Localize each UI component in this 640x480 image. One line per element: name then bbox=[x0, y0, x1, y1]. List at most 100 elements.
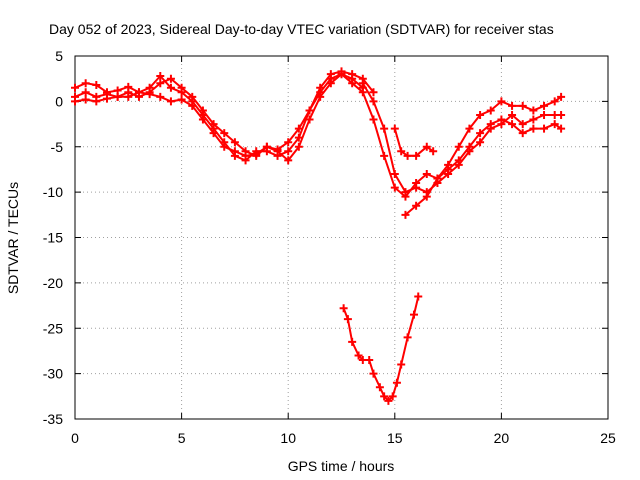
data-point bbox=[397, 147, 406, 156]
data-point bbox=[188, 92, 197, 101]
data-point bbox=[369, 97, 378, 106]
data-point bbox=[390, 183, 399, 192]
data-point bbox=[497, 97, 506, 106]
series-pass-h bbox=[339, 292, 423, 405]
series-line bbox=[361, 82, 563, 194]
data-point bbox=[390, 124, 399, 133]
data-point bbox=[380, 124, 389, 133]
data-point bbox=[414, 292, 423, 301]
data-point bbox=[540, 124, 549, 133]
data-point bbox=[465, 142, 474, 151]
data-point bbox=[380, 392, 389, 401]
data-point bbox=[444, 165, 453, 174]
data-point bbox=[198, 106, 207, 115]
data-point bbox=[230, 147, 239, 156]
data-point bbox=[518, 129, 527, 138]
data-point bbox=[348, 79, 357, 88]
data-point bbox=[476, 138, 485, 147]
data-point bbox=[358, 88, 367, 97]
data-point bbox=[81, 88, 90, 97]
data-point bbox=[230, 138, 239, 147]
data-point bbox=[422, 169, 431, 178]
data-point bbox=[358, 79, 367, 88]
series-pass-c bbox=[71, 70, 346, 160]
data-point bbox=[71, 83, 79, 92]
data-point bbox=[433, 174, 442, 183]
data-point bbox=[102, 94, 111, 103]
series-layer bbox=[71, 67, 566, 405]
y-tick-label: -10 bbox=[43, 184, 63, 200]
data-point bbox=[284, 156, 293, 165]
data-point bbox=[508, 110, 517, 119]
series-line bbox=[74, 73, 364, 162]
grid bbox=[75, 56, 608, 419]
series-line bbox=[342, 295, 420, 402]
data-point bbox=[166, 74, 175, 83]
data-point bbox=[557, 92, 566, 101]
data-point bbox=[81, 95, 90, 104]
data-point bbox=[81, 79, 90, 88]
series-pass-e bbox=[358, 79, 566, 197]
data-point bbox=[380, 151, 389, 160]
data-point bbox=[508, 101, 517, 110]
y-tick-label: -5 bbox=[51, 139, 64, 155]
series-line bbox=[340, 73, 563, 198]
data-point bbox=[384, 396, 393, 405]
data-point bbox=[316, 88, 325, 97]
data-point bbox=[220, 142, 229, 151]
data-point bbox=[422, 142, 431, 151]
data-point bbox=[92, 97, 101, 106]
data-point bbox=[401, 188, 410, 197]
plot-frame bbox=[74, 55, 609, 420]
series-line bbox=[74, 73, 343, 157]
data-point bbox=[294, 124, 303, 133]
data-point bbox=[476, 129, 485, 138]
series-line bbox=[404, 118, 563, 216]
axis-ticks: 0 5 10 15 20 25 5 0 -5 -10 -15 -20 -25 -30 -35 bbox=[43, 48, 616, 446]
data-point bbox=[540, 101, 549, 110]
y-tick-label: 5 bbox=[55, 48, 63, 64]
data-point bbox=[397, 360, 406, 369]
data-point bbox=[486, 106, 495, 115]
y-tick-label: -20 bbox=[43, 275, 63, 291]
data-point bbox=[403, 151, 412, 160]
data-point bbox=[166, 97, 175, 106]
data-point bbox=[529, 124, 538, 133]
data-point bbox=[305, 106, 314, 115]
data-point bbox=[305, 115, 314, 124]
x-axis-title: GPS time / hours bbox=[288, 458, 395, 474]
data-point bbox=[388, 392, 397, 401]
data-point bbox=[71, 97, 79, 106]
data-point bbox=[273, 145, 282, 154]
x-tick-label: 0 bbox=[71, 430, 79, 446]
data-point bbox=[188, 101, 197, 110]
data-point bbox=[529, 115, 538, 124]
data-point bbox=[294, 142, 303, 151]
data-point bbox=[262, 142, 271, 151]
data-point bbox=[220, 129, 229, 138]
data-point bbox=[557, 110, 566, 119]
data-point bbox=[486, 120, 495, 129]
data-point bbox=[337, 70, 346, 79]
data-point bbox=[476, 110, 485, 119]
data-point bbox=[209, 120, 218, 129]
data-point bbox=[124, 92, 133, 101]
x-tick-label: 10 bbox=[280, 430, 296, 446]
data-point bbox=[392, 378, 401, 387]
data-point bbox=[429, 147, 438, 156]
data-point bbox=[134, 88, 143, 97]
data-point bbox=[454, 142, 463, 151]
data-point bbox=[284, 138, 293, 147]
series-pass-f bbox=[401, 115, 566, 219]
x-tick-label: 25 bbox=[600, 430, 616, 446]
data-point bbox=[497, 115, 506, 124]
y-tick-label: -30 bbox=[43, 366, 63, 382]
x-tick-label: 15 bbox=[387, 430, 403, 446]
data-point bbox=[177, 95, 186, 104]
data-point bbox=[252, 150, 261, 159]
x-tick-label: 5 bbox=[178, 430, 186, 446]
data-point bbox=[518, 101, 527, 110]
data-point bbox=[365, 356, 374, 365]
data-point bbox=[145, 90, 154, 99]
y-axis-title: SDTVAR / TECUs bbox=[5, 182, 21, 294]
